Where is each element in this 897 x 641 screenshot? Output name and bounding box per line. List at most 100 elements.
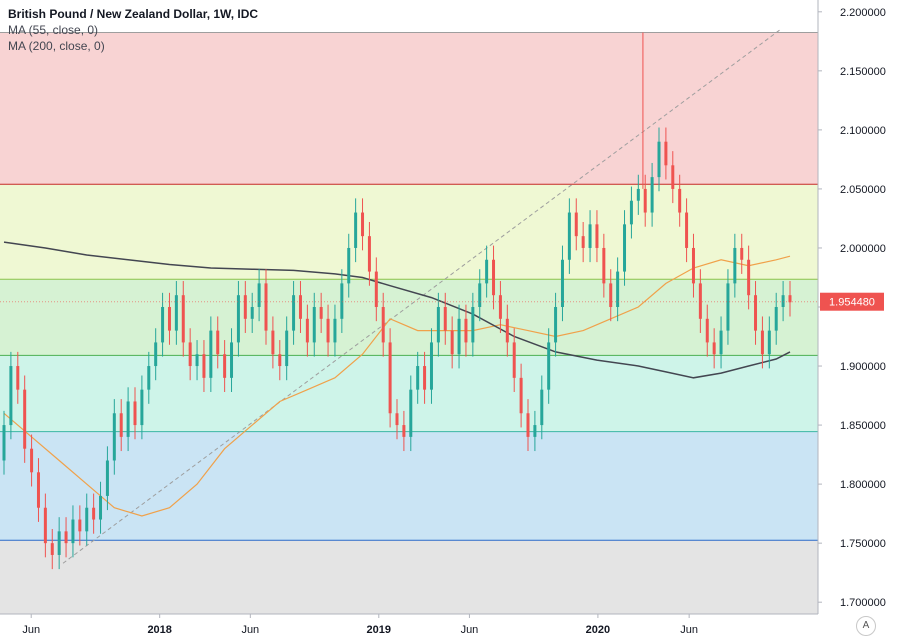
candle-7	[50, 528, 54, 570]
candle-91	[629, 186, 633, 239]
candle-93	[643, 174, 647, 227]
candle-8	[57, 517, 61, 570]
candle-100	[691, 233, 695, 298]
candle-body	[767, 330, 771, 355]
candle-104	[719, 316, 723, 369]
last-price-label: 1.954480	[829, 297, 875, 309]
candle-20	[140, 375, 144, 440]
candle-body	[416, 366, 420, 390]
x-tick-label-2: Jun	[241, 624, 259, 636]
candle-59	[409, 375, 413, 452]
candle-body	[147, 366, 151, 390]
candle-body	[340, 283, 344, 319]
candle-108	[747, 245, 751, 310]
candle-body	[326, 318, 330, 343]
candle-body	[726, 283, 730, 331]
candle-106	[733, 233, 737, 298]
auto-scale-button[interactable]: A	[856, 616, 876, 636]
candle-25	[174, 281, 178, 345]
candle-body	[333, 318, 337, 343]
time-axis-bg	[0, 614, 897, 641]
candle-47	[326, 304, 330, 357]
candle-body	[657, 141, 661, 178]
candle-body	[636, 188, 640, 201]
candle-body	[685, 212, 689, 248]
candle-body	[698, 283, 702, 319]
candle-body	[105, 460, 109, 496]
y-tick-label-8: 2.100000	[840, 125, 886, 137]
candle-body	[43, 507, 47, 544]
candle-4	[30, 434, 34, 487]
fib-zone-5	[0, 32, 818, 185]
fib-zone-4	[0, 184, 818, 280]
candle-2	[16, 351, 20, 404]
candle-49	[340, 269, 344, 333]
candle-37	[257, 269, 261, 322]
candle-body	[760, 330, 764, 355]
candle-body	[312, 307, 316, 343]
candle-107	[740, 233, 744, 274]
candle-50	[347, 233, 351, 298]
candle-body	[678, 188, 682, 213]
candle-29	[202, 340, 206, 393]
candle-body	[243, 295, 247, 319]
candle-42	[292, 281, 296, 345]
candle-84	[581, 221, 585, 263]
candle-85	[588, 210, 592, 263]
candle-95	[657, 127, 661, 192]
candle-60	[416, 351, 420, 404]
candle-45	[312, 292, 316, 357]
candle-body	[298, 295, 302, 319]
candle-48	[333, 304, 337, 357]
candle-body	[402, 425, 406, 437]
candle-body	[664, 141, 668, 166]
candle-body	[361, 212, 365, 237]
candle-27	[188, 328, 192, 381]
candle-40	[278, 340, 282, 381]
fib-zone-1	[0, 431, 818, 541]
candle-body	[374, 271, 378, 307]
candle-body	[740, 247, 744, 260]
candle-body	[547, 342, 551, 390]
y-tick-label-4: 1.900000	[840, 361, 886, 373]
fib-zone-3	[0, 279, 818, 356]
candle-67	[464, 304, 468, 357]
candle-35	[243, 281, 247, 333]
candle-body	[540, 389, 544, 426]
candle-body	[629, 200, 633, 225]
candle-86	[595, 210, 599, 263]
candle-69	[478, 269, 482, 322]
candle-18	[126, 387, 130, 452]
price-axis-bg	[818, 0, 897, 641]
candle-body	[92, 507, 96, 520]
candle-body	[174, 295, 178, 331]
ma200-line	[3, 241, 791, 379]
y-tick-label-10: 2.200000	[840, 7, 886, 19]
candle-body	[57, 531, 61, 555]
candle-body	[492, 259, 496, 296]
candle-body	[747, 259, 751, 296]
candle-body	[181, 295, 185, 343]
candle-body	[526, 413, 530, 437]
candle-body	[9, 366, 13, 426]
candle-36	[250, 292, 254, 333]
y-tick-label-1: 1.750000	[840, 538, 886, 550]
x-tick-label-6: Jun	[680, 624, 698, 636]
candle-body	[64, 531, 68, 544]
candle-55	[381, 292, 385, 357]
candle-body	[195, 354, 199, 367]
candle-body	[705, 318, 709, 343]
candle-65	[450, 316, 454, 369]
candle-52	[361, 198, 365, 251]
candle-87	[602, 233, 606, 298]
candle-body	[505, 318, 509, 343]
candle-body	[2, 425, 6, 461]
y-tick-label-9: 2.150000	[840, 66, 886, 78]
candle-92	[636, 174, 640, 215]
candle-73	[505, 304, 509, 357]
candle-43	[298, 281, 302, 333]
candle-46	[319, 292, 323, 333]
candle-body	[519, 377, 523, 414]
candle-51	[354, 198, 358, 263]
